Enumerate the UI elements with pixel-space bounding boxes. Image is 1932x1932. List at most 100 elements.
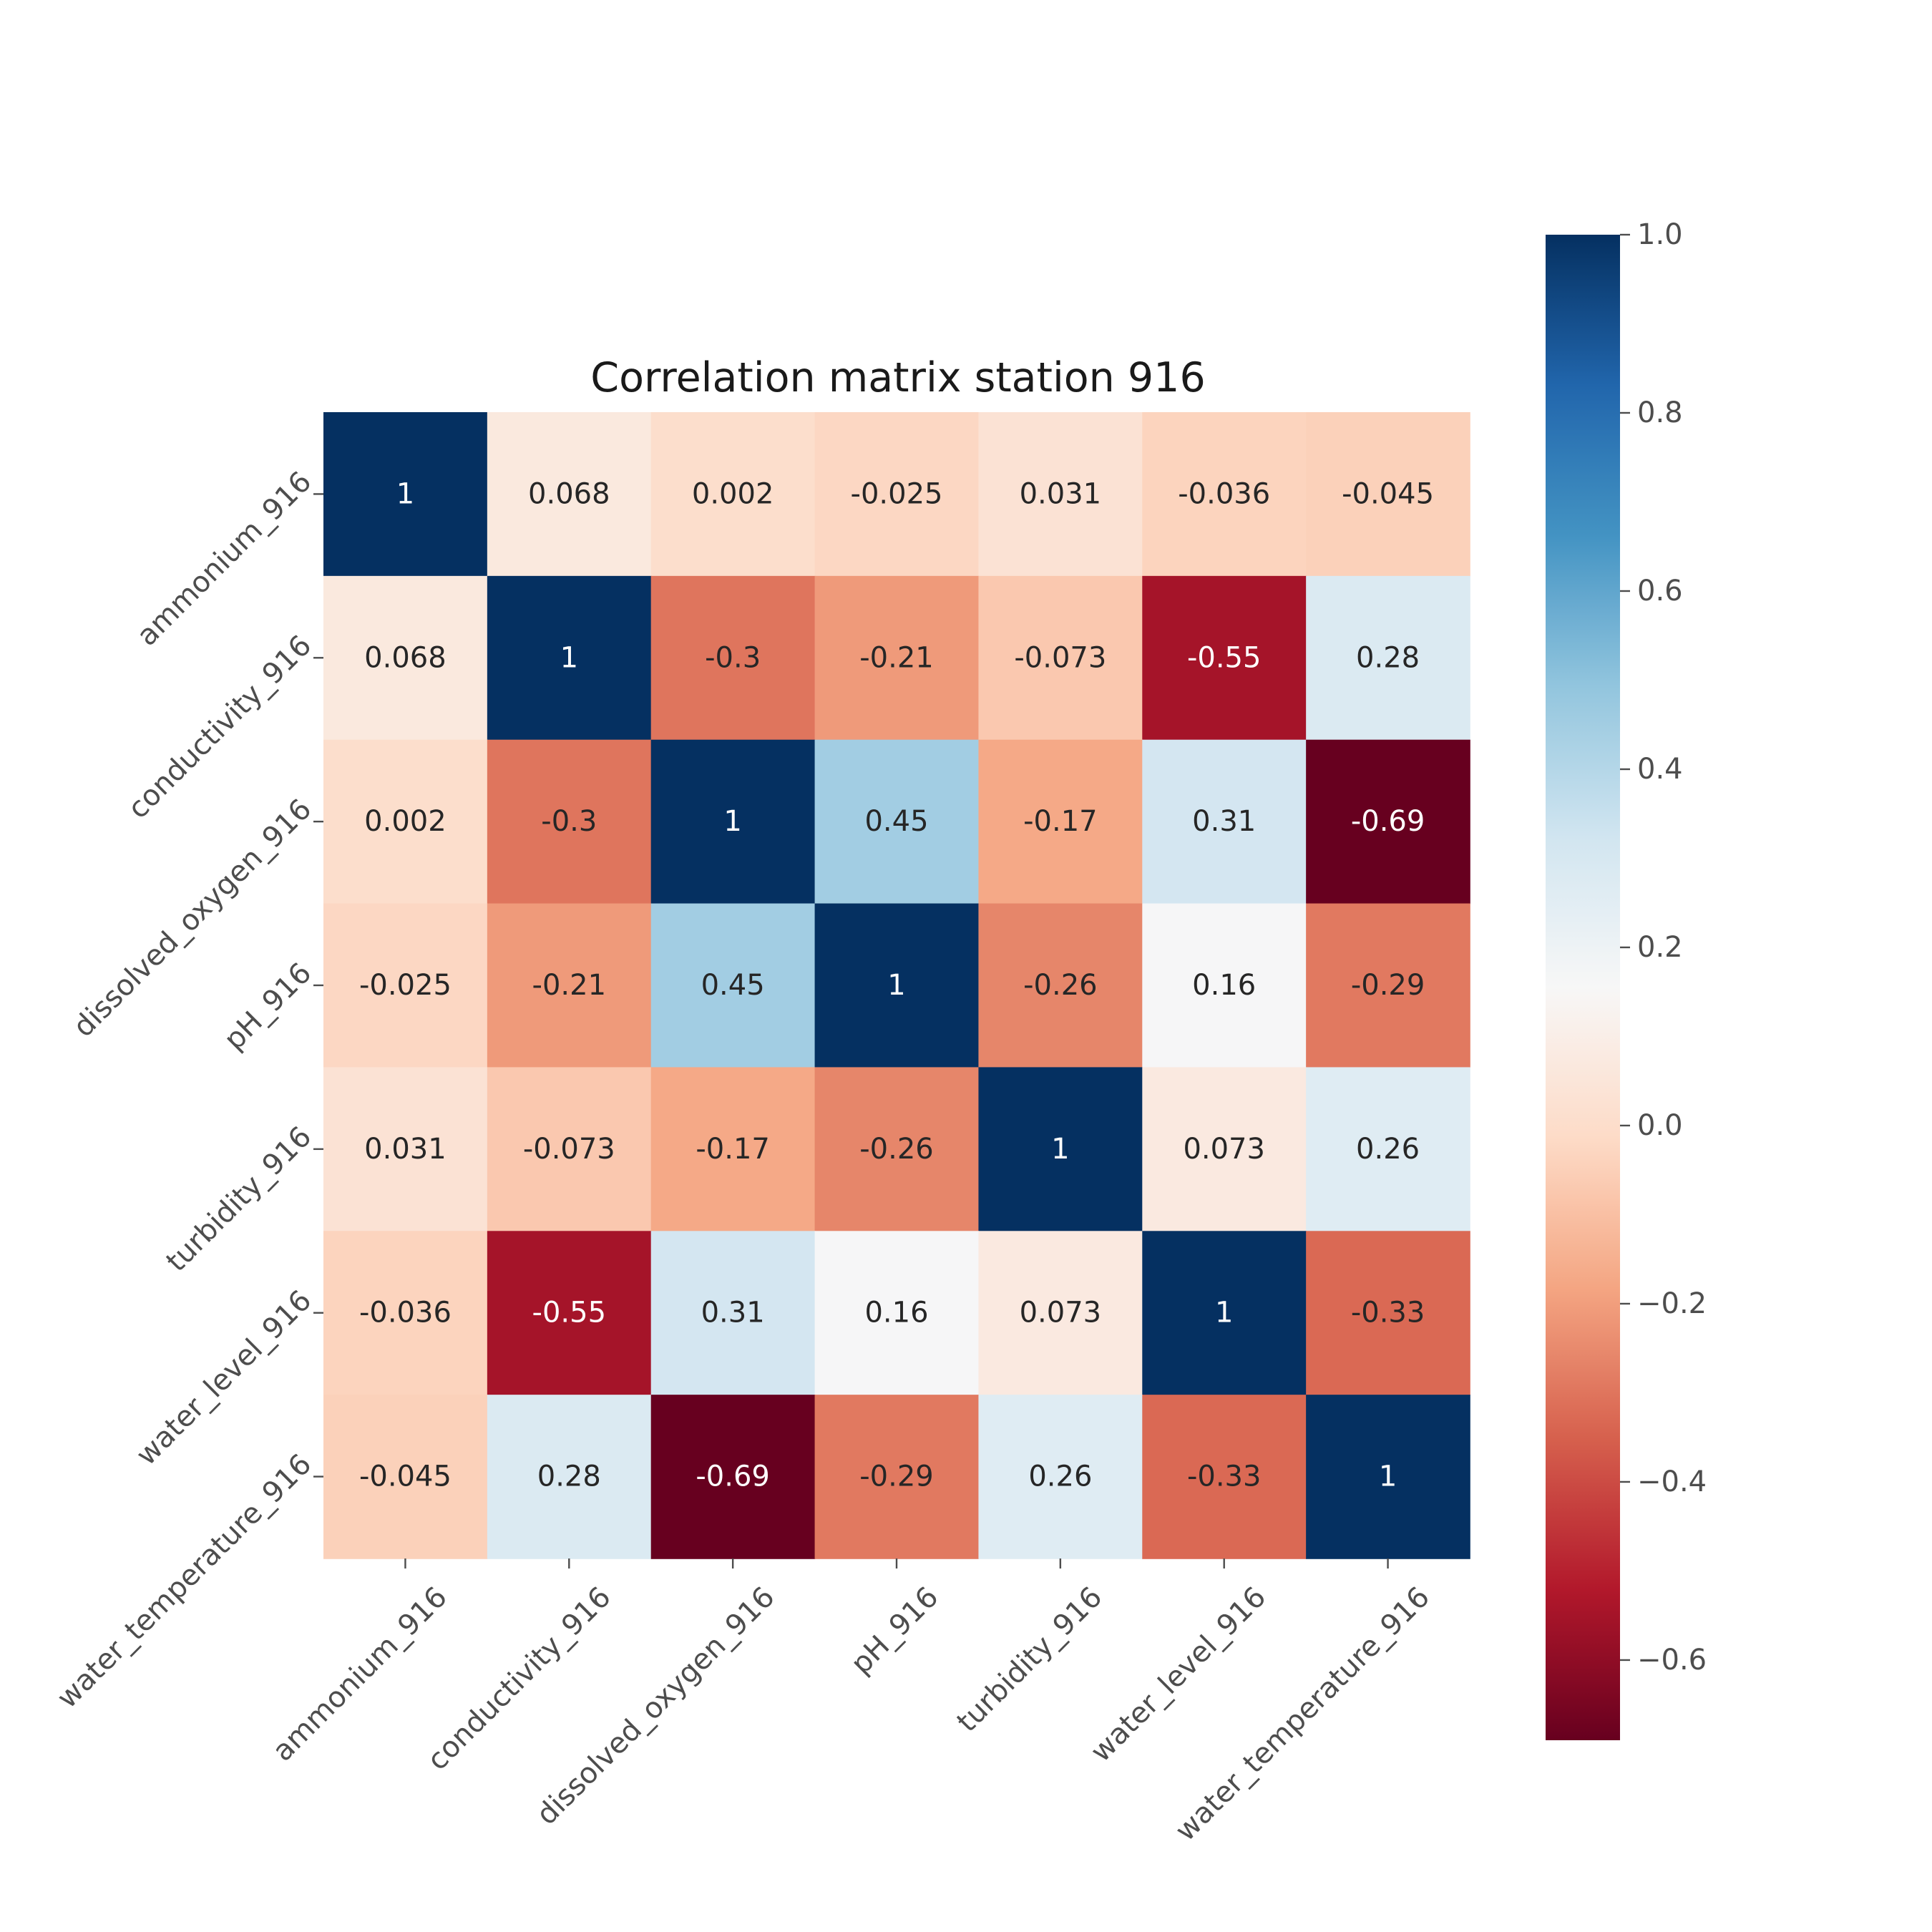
heatmap-cell-label: 0.068 <box>528 477 610 510</box>
heatmap-cell-label: 0.45 <box>701 969 765 1002</box>
colorbar-tick-label: 0.2 <box>1637 931 1683 964</box>
heatmap-cell-label: -0.33 <box>1351 1297 1425 1330</box>
y-tick-label: pH_916 <box>218 957 318 1057</box>
heatmap-cell-label: -0.073 <box>523 1133 615 1166</box>
heatmap-cell-label: 0.16 <box>1192 969 1256 1002</box>
heatmap-cell-label: -0.55 <box>532 1297 607 1330</box>
heatmap-cell-label: 0.26 <box>1356 1133 1420 1166</box>
heatmap-cells <box>323 412 1470 1559</box>
heatmap-cell-label: -0.3 <box>705 641 761 674</box>
heatmap-cell <box>650 903 816 1068</box>
colorbar-tick-label: 0.8 <box>1637 396 1683 429</box>
heatmap-cell-label: -0.17 <box>1023 805 1098 838</box>
heatmap-cell <box>814 1395 980 1559</box>
heatmap-cell-label: -0.33 <box>1187 1460 1262 1493</box>
heatmap-cell-label: -0.69 <box>1351 805 1425 838</box>
heatmap-cell <box>814 412 980 577</box>
y-tick-label: water_level_916 <box>130 1284 318 1472</box>
x-tick-label: turbidity_916 <box>951 1581 1109 1739</box>
heatmap-cell-label: -0.045 <box>1342 477 1434 510</box>
heatmap-cell <box>650 1067 816 1232</box>
y-tick-label: water_temperature_916 <box>51 1448 318 1714</box>
x-tick-label: water_level_916 <box>1085 1581 1273 1769</box>
heatmap-cell <box>323 739 488 904</box>
heatmap-cell-label: -0.29 <box>859 1460 934 1493</box>
heatmap-cell-label: -0.17 <box>696 1133 770 1166</box>
colorbar-tick-label: 0.0 <box>1637 1109 1683 1142</box>
colorbar-tick-label: −0.6 <box>1637 1644 1707 1677</box>
heatmap-cell-label: -0.073 <box>1014 641 1106 674</box>
heatmap-cell-label: 1 <box>1215 1297 1233 1330</box>
heatmap-cell-label: -0.69 <box>696 1460 770 1493</box>
heatmap-cell <box>978 1067 1143 1232</box>
heatmap-cell <box>650 575 816 741</box>
heatmap-cell <box>1306 1067 1470 1232</box>
heatmap-cell-label: 0.16 <box>864 1297 928 1330</box>
heatmap-cell <box>978 1395 1143 1559</box>
heatmap-cell <box>1142 739 1307 904</box>
heatmap-cell <box>323 1067 488 1232</box>
x-axis: ammonium_916conductivity_916dissolved_ox… <box>266 1558 1436 1848</box>
heatmap-cell <box>323 903 488 1068</box>
colorbar-tick-label: 0.4 <box>1637 753 1683 786</box>
y-tick-label: conductivity_916 <box>122 629 318 825</box>
x-tick-label: ammonium_916 <box>266 1581 454 1768</box>
x-tick-label: conductivity_916 <box>421 1581 617 1777</box>
heatmap-cell <box>978 739 1143 904</box>
heatmap-cell-label: 1 <box>396 477 414 510</box>
heatmap-cell <box>978 903 1143 1068</box>
heatmap-cell-label: 0.28 <box>1356 641 1420 674</box>
heatmap-cell <box>814 575 980 741</box>
heatmap-cell-label: -0.036 <box>1178 477 1270 510</box>
heatmap-cell <box>323 412 488 577</box>
heatmap-cell-label: 0.26 <box>1028 1460 1092 1493</box>
heatmap-cell-label: 1 <box>560 641 578 674</box>
heatmap-cell <box>1306 575 1470 741</box>
heatmap-cell-label: 1 <box>1379 1460 1397 1493</box>
heatmap-cell-label: -0.3 <box>541 805 597 838</box>
chart-title: Correlation matrix station 916 <box>590 354 1205 401</box>
heatmap-cell <box>1306 1231 1470 1395</box>
heatmap-cell <box>487 1067 652 1232</box>
heatmap-cell-label: -0.26 <box>859 1133 934 1166</box>
heatmap-cell-label: 0.073 <box>1183 1133 1265 1166</box>
colorbar-tick-label: −0.4 <box>1637 1465 1707 1498</box>
y-axis: ammonium_916conductivity_916dissolved_ox… <box>51 465 323 1714</box>
heatmap-cell <box>487 739 652 904</box>
colorbar-tick-label: 0.6 <box>1637 575 1683 608</box>
heatmap-cell-label: -0.036 <box>359 1297 452 1330</box>
y-tick-label: ammonium_916 <box>131 465 318 653</box>
heatmap-cell <box>814 1231 980 1395</box>
heatmap-cell-label: -0.21 <box>532 969 607 1002</box>
heatmap-cell <box>978 1231 1143 1395</box>
heatmap-cell-label: 0.068 <box>364 641 447 674</box>
heatmap-cell <box>1142 1067 1307 1232</box>
heatmap-cell <box>1142 1395 1307 1559</box>
heatmap-cell <box>1306 739 1470 904</box>
heatmap-cell <box>978 412 1143 577</box>
colorbar-tick-label: 1.0 <box>1637 218 1683 251</box>
heatmap-cell-label: 1 <box>1051 1133 1069 1166</box>
x-tick-label: pH_916 <box>845 1581 945 1681</box>
heatmap-cell-label: -0.29 <box>1351 969 1425 1002</box>
heatmap-cell <box>487 1231 652 1395</box>
heatmap-cell <box>1306 1395 1470 1559</box>
heatmap-cell <box>814 1067 980 1232</box>
heatmap-cell <box>487 1395 652 1559</box>
heatmap-cell-label: -0.26 <box>1023 969 1098 1002</box>
heatmap-cell <box>1306 412 1470 577</box>
heatmap-cell <box>487 575 652 741</box>
heatmap-cell-label: 0.031 <box>1020 477 1102 510</box>
heatmap-cell <box>1142 903 1307 1068</box>
colorbar-tick-label: −0.2 <box>1637 1287 1707 1320</box>
heatmap-cell <box>650 739 816 904</box>
heatmap-cell <box>487 903 652 1068</box>
heatmap-cell <box>487 412 652 577</box>
heatmap-cell-label: -0.025 <box>359 969 452 1002</box>
heatmap-cell-label: 0.073 <box>1020 1297 1102 1330</box>
heatmap-cell <box>814 903 980 1068</box>
heatmap-cell-labels: 1 0.068 0.002 -0.025 0.031 -0.036 -0.045 0.068 1… <box>359 477 1434 1493</box>
heatmap-cell <box>978 575 1143 741</box>
colorbar-gradient <box>1546 235 1620 1740</box>
